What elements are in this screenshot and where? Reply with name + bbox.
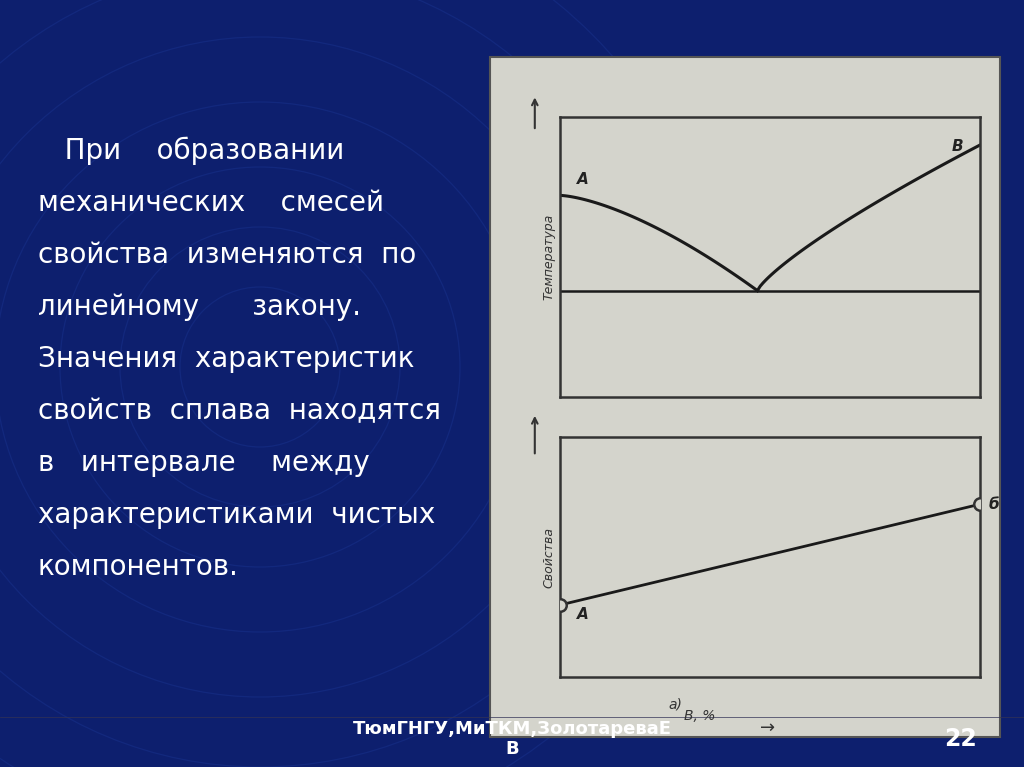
Text: A: A bbox=[577, 607, 589, 622]
Bar bbox=[490, 57, 1000, 737]
Text: ТюмГНГУ,МиТКМ,ЗолотареваЕ: ТюмГНГУ,МиТКМ,ЗолотареваЕ bbox=[352, 720, 672, 738]
Text: линейному      закону.: линейному закону. bbox=[38, 293, 361, 321]
Text: Значения  характеристик: Значения характеристик bbox=[38, 345, 415, 373]
Text: В, %: В, % bbox=[684, 709, 715, 723]
Text: свойства  изменяются  по: свойства изменяются по bbox=[38, 241, 416, 269]
Text: механических    смесей: механических смесей bbox=[38, 189, 384, 217]
Y-axis label: Температура: Температура bbox=[543, 214, 556, 300]
Text: a): a) bbox=[669, 697, 682, 711]
Text: B: B bbox=[951, 139, 964, 153]
Text: в   интервале    между: в интервале между bbox=[38, 449, 370, 477]
Text: При    образовании: При образовании bbox=[38, 137, 344, 166]
Text: б: б bbox=[988, 497, 999, 512]
Text: A: A bbox=[577, 173, 589, 187]
Text: В: В bbox=[505, 740, 519, 758]
Text: характеристиками  чистых: характеристиками чистых bbox=[38, 501, 435, 529]
Text: 22: 22 bbox=[944, 727, 976, 751]
Text: свойств  сплава  находятся: свойств сплава находятся bbox=[38, 397, 441, 425]
Y-axis label: Свойства: Свойства bbox=[543, 526, 556, 588]
Text: →: → bbox=[760, 719, 775, 737]
Text: компонентов.: компонентов. bbox=[38, 553, 239, 581]
